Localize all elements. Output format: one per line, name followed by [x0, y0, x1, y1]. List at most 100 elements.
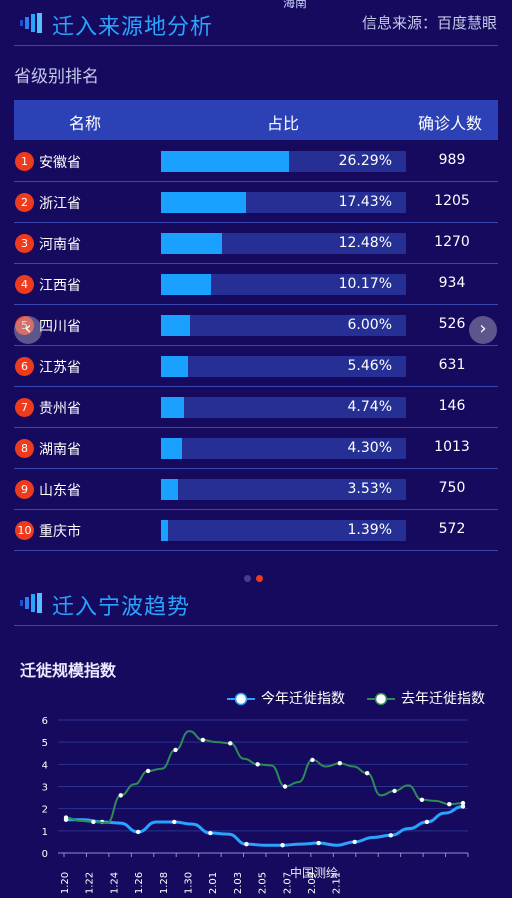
ranking-table-header: 名称 占比 确诊人数: [14, 100, 498, 140]
share-percent: 6.00%: [347, 317, 392, 333]
x-tick-label: 1.30: [184, 872, 195, 894]
data-point: [419, 797, 425, 802]
legend-label-this-year: 今年迁徙指数: [261, 691, 345, 707]
share-percent: 12.48%: [338, 235, 392, 251]
province-name: 四川省: [39, 319, 81, 335]
column-header-share: 占比: [267, 114, 300, 133]
share-percent: 5.46%: [347, 358, 392, 374]
rank-badge: 10: [15, 521, 34, 540]
origin-section-header: 迁入来源地分析 信息来源：百度慧眼: [0, 0, 512, 46]
data-point: [316, 840, 321, 846]
table-row[interactable]: 4 江西省 10.17% 934: [14, 264, 498, 305]
page-dot-2-active[interactable]: [256, 575, 263, 582]
series-line-this-year: [66, 804, 464, 847]
data-point: [200, 737, 206, 743]
confirmed-count: 934: [438, 275, 466, 291]
carousel-next-button[interactable]: ›: [469, 316, 497, 344]
rank-badge: 6: [15, 357, 34, 376]
table-row[interactable]: 2 浙江省 17.43% 1205: [14, 182, 498, 223]
migration-trend-chart: 0 1 2 3 4 5 6 1.20 1.22 1.24 1.26 1.28 1.30 2.01 2.03 2…: [42, 716, 469, 894]
table-row[interactable]: 7 贵州省 4.74% 146: [14, 387, 498, 428]
table-row[interactable]: 6 江苏省 5.46% 631: [14, 346, 498, 387]
x-tick-label: 1.24: [109, 872, 120, 894]
province-name: 江苏省: [39, 360, 81, 376]
signal-icon: [20, 593, 42, 613]
share-bar-fill: [161, 520, 168, 541]
province-name: 重庆市: [39, 524, 81, 540]
data-point: [447, 802, 452, 807]
watermark: 中国测绘: [290, 866, 339, 880]
confirmed-count: 631: [438, 357, 466, 373]
share-bar-fill: [161, 479, 178, 500]
series-line-last-year: [65, 730, 464, 825]
table-row[interactable]: 8 湖南省 4.30% 1013: [14, 428, 498, 469]
share-percent: 17.43%: [338, 194, 392, 210]
signal-icon: [20, 13, 42, 33]
share-percent: 10.17%: [338, 276, 392, 292]
data-point: [388, 833, 394, 838]
column-header-name: 名称: [69, 114, 102, 133]
province-name: 河南省: [39, 237, 81, 253]
table-row[interactable]: 9 山东省 3.53% 750: [14, 469, 498, 510]
y-tick-label: 6: [42, 716, 48, 727]
confirmed-count: 526: [438, 316, 466, 332]
data-point: [282, 784, 288, 789]
rank-badge: 8: [15, 439, 34, 458]
table-row[interactable]: 5 四川省 6.00% 526: [14, 305, 498, 346]
legend-label-last-year: 去年迁徙指数: [401, 691, 485, 707]
rank-badge: 4: [15, 275, 34, 294]
legend-marker-last-year: [367, 692, 395, 706]
y-tick-label: 0: [42, 849, 48, 860]
x-tick-label: 2.01: [208, 872, 219, 894]
share-percent: 26.29%: [338, 153, 392, 169]
share-bar-fill: [161, 438, 182, 459]
province-name: 江西省: [39, 278, 81, 294]
legend-item-last-year[interactable]: 去年迁徙指数: [367, 688, 485, 708]
page-dot-1[interactable]: [244, 575, 251, 582]
share-bar-track: 5.46%: [161, 356, 406, 377]
data-point: [173, 747, 178, 753]
data-point: [392, 788, 397, 794]
share-bar-track: 17.43%: [161, 192, 406, 213]
trend-section-header: 迁入宁波趋势: [0, 580, 512, 626]
y-tick-label: 4: [42, 760, 48, 771]
data-point: [460, 800, 466, 806]
confirmed-count: 572: [438, 521, 466, 537]
table-row[interactable]: 3 河南省 12.48% 1270: [14, 223, 498, 264]
rank-badge: 9: [15, 480, 34, 499]
share-bar-fill: [161, 151, 289, 172]
data-source-label: 信息来源：百度慧眼: [361, 14, 497, 32]
province-name: 湖南省: [39, 442, 81, 458]
confirmed-count: 146: [438, 398, 466, 414]
y-tick-label: 1: [42, 827, 48, 838]
share-percent: 4.74%: [347, 399, 392, 415]
x-tick-label: 1.22: [85, 872, 96, 894]
table-row[interactable]: 10 重庆市 1.39% 572: [14, 510, 498, 551]
column-header-confirmed: 确诊人数: [418, 114, 483, 133]
data-point: [352, 839, 357, 845]
x-tick-label: 1.20: [60, 872, 71, 894]
data-point: [118, 793, 123, 798]
data-point: [91, 819, 96, 825]
x-tick-label: 2.07: [282, 872, 293, 894]
ranking-table-body: 1 安徽省 26.29% 989 2 浙江省 17.43% 1205 3 河南省 12.48% 127…: [14, 141, 498, 551]
share-bar-track: 4.74%: [161, 397, 406, 418]
share-bar-fill: [161, 192, 246, 213]
province-name: 山东省: [39, 483, 81, 499]
legend-marker-this-year: [227, 692, 255, 706]
data-point: [208, 830, 213, 836]
share-bar-fill: [161, 356, 188, 377]
data-point: [460, 804, 466, 809]
rank-badge: 1: [15, 152, 34, 171]
carousel-pagination: [244, 567, 268, 586]
data-point: [244, 841, 249, 847]
x-tick-label: 1.28: [159, 872, 170, 894]
x-tick-label: 2.11: [332, 872, 343, 894]
share-percent: 4.30%: [347, 440, 392, 456]
table-row[interactable]: 1 安徽省 26.29% 989: [14, 141, 498, 182]
section-divider: [14, 45, 498, 46]
province-name: 贵州省: [39, 401, 81, 417]
carousel-prev-button[interactable]: ‹: [14, 316, 42, 344]
share-bar-fill: [161, 274, 211, 295]
legend-item-this-year[interactable]: 今年迁徙指数: [227, 688, 345, 708]
